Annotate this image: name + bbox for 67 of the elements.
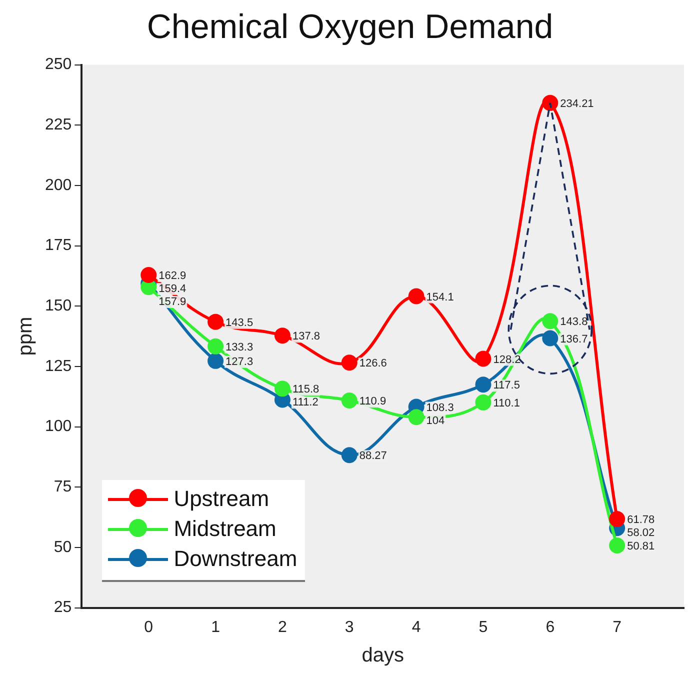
point bbox=[609, 511, 626, 528]
y-tick-label: 225 bbox=[44, 116, 72, 134]
data-label: 234.21 bbox=[560, 98, 594, 110]
data-label: 126.6 bbox=[359, 358, 387, 370]
point bbox=[542, 330, 558, 346]
x-tick-label: 6 bbox=[546, 618, 555, 636]
y-tick-label: 200 bbox=[44, 176, 72, 194]
y-tick-label: 175 bbox=[44, 237, 72, 254]
y-tick-label: 75 bbox=[54, 478, 72, 496]
data-label: 137.8 bbox=[292, 330, 320, 343]
data-label: 110.9 bbox=[359, 396, 386, 408]
point bbox=[341, 354, 358, 371]
point bbox=[475, 350, 492, 367]
x-tick-label: 7 bbox=[612, 618, 622, 636]
y-tick-label: 250 bbox=[44, 56, 72, 74]
data-label: 143.5 bbox=[226, 316, 254, 329]
y-tick-label: 50 bbox=[54, 538, 72, 556]
x-tick-label: 1 bbox=[211, 618, 220, 636]
point bbox=[408, 288, 424, 304]
x-tick-label: 2 bbox=[278, 618, 288, 636]
point bbox=[274, 380, 290, 397]
data-label: 157.9 bbox=[158, 296, 186, 308]
legend-label: Downstream bbox=[174, 546, 298, 572]
x-axis-title: days bbox=[362, 644, 404, 667]
data-label: 127.3 bbox=[226, 356, 254, 368]
data-label: 108.3 bbox=[426, 402, 454, 414]
data-label: 50.81 bbox=[627, 540, 655, 553]
point bbox=[542, 94, 558, 111]
point bbox=[341, 392, 358, 408]
y-tick-label: 100 bbox=[44, 418, 72, 436]
point bbox=[609, 538, 626, 554]
x-tick-label: 3 bbox=[344, 618, 354, 636]
y-tick-label: 125 bbox=[44, 358, 72, 375]
data-label: 104 bbox=[426, 414, 445, 427]
data-label: 143.8 bbox=[560, 316, 588, 328]
legend-label: Upstream bbox=[174, 486, 270, 512]
data-label: 133.3 bbox=[226, 341, 254, 354]
data-label: 111.2 bbox=[292, 396, 318, 409]
x-tick-label: 0 bbox=[144, 618, 154, 636]
point bbox=[475, 376, 492, 393]
data-label: 128.2 bbox=[493, 354, 521, 366]
point bbox=[208, 338, 224, 354]
data-label: 58.02 bbox=[627, 527, 655, 540]
point bbox=[208, 352, 224, 369]
point bbox=[408, 409, 424, 426]
data-label: 117.5 bbox=[493, 380, 520, 392]
point bbox=[208, 314, 224, 330]
data-label: 159.4 bbox=[158, 283, 186, 296]
x-tick-label: 5 bbox=[478, 618, 488, 636]
point bbox=[341, 447, 358, 464]
y-axis-title: ppm bbox=[14, 316, 37, 356]
x-tick-label: 4 bbox=[412, 618, 421, 636]
data-label: 88.27 bbox=[359, 450, 387, 462]
point bbox=[140, 267, 157, 283]
data-label: 162.9 bbox=[158, 270, 186, 282]
legend-label: Midstream bbox=[174, 516, 276, 542]
point bbox=[274, 328, 290, 344]
data-label: 115.8 bbox=[292, 384, 320, 396]
data-label: 61.78 bbox=[627, 514, 655, 526]
data-label: 110.1 bbox=[493, 397, 520, 410]
y-tick-label: 150 bbox=[44, 298, 72, 315]
data-label: 136.7 bbox=[560, 333, 588, 346]
chart-title: Chemical Oxygen Demand bbox=[146, 8, 554, 46]
point bbox=[475, 394, 492, 410]
data-label: 154.1 bbox=[426, 291, 454, 304]
point bbox=[542, 313, 558, 330]
y-tick-label: 25 bbox=[54, 599, 72, 616]
